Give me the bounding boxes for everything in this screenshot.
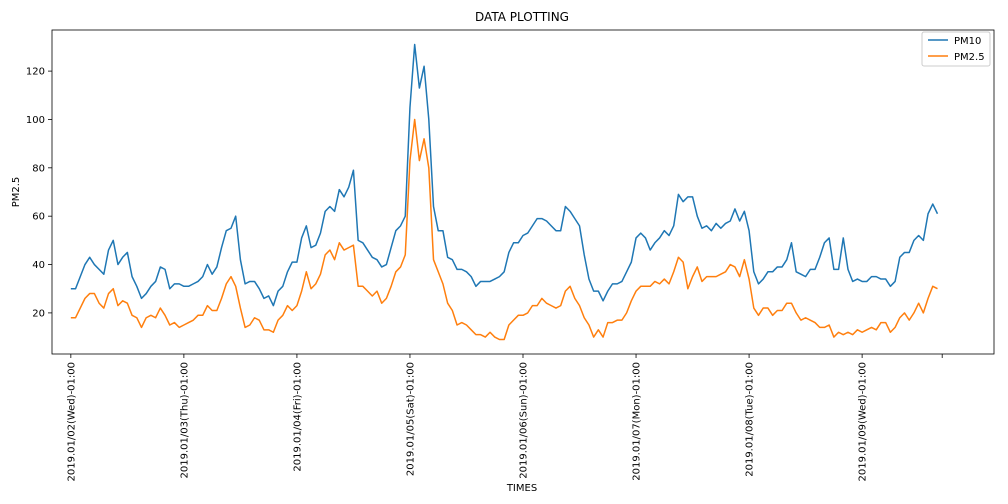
y-tick-label: 80 xyxy=(32,163,45,174)
chart-title: DATA PLOTTING xyxy=(475,10,569,24)
legend-label-pm25: PM2.5 xyxy=(954,52,985,63)
x-tick-label: 2019.01/04(Fri)-01:00 xyxy=(292,362,303,472)
x-tick-label: 2019.01/07(Mon)-01:00 xyxy=(632,362,643,481)
y-tick-label: 60 xyxy=(32,212,45,223)
y-tick-label: 120 xyxy=(26,67,45,78)
series-line-pm10 xyxy=(70,43,939,307)
plot-area xyxy=(51,29,995,355)
x-tick-label: 2019.01/06(Sun)-01:00 xyxy=(519,362,530,479)
x-tick-label: 2019.01/03(Thu)-01:00 xyxy=(179,362,190,478)
x-tick-label: 2019.01/05(Sat)-01:00 xyxy=(405,362,416,476)
y-axis-title: PM2.5 xyxy=(11,177,22,208)
legend-label-pm10: PM10 xyxy=(954,36,981,47)
x-tick-label: 2019.01/08(Tue)-01:00 xyxy=(745,362,756,477)
y-tick-label: 100 xyxy=(26,115,45,126)
series-line-pm25 xyxy=(70,118,938,341)
legend: PM10 PM2.5 xyxy=(921,31,991,67)
y-tick-label: 40 xyxy=(32,260,45,271)
series-layer xyxy=(70,43,939,341)
x-tick-label: 2019.01/02(Wed)-01:00 xyxy=(66,362,77,481)
x-tick-label: 2019.01/09(Wed)-01:00 xyxy=(858,362,869,481)
y-tick-label: 20 xyxy=(32,308,45,319)
x-axis-title: TIMES xyxy=(506,483,537,494)
x-axis: 2019.01/02(Wed)-01:00 2019.01/03(Thu)-01:… xyxy=(66,354,943,481)
y-axis: 20 40 60 80 100 120 xyxy=(26,67,52,319)
